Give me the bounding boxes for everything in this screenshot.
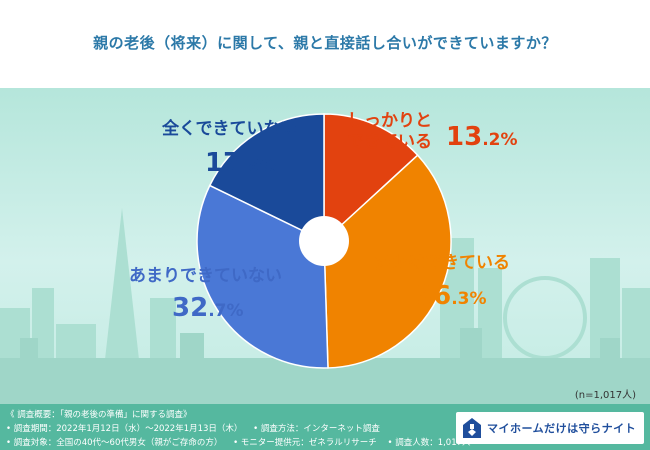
survey-summary-line-3: • 調査対象：全国の40代〜60代男女（親がご存命の方） • モニター提供元：ゼ… bbox=[6, 436, 479, 448]
sample-size-note: (n=1,017人) bbox=[574, 390, 636, 401]
chart-title: 親の老後（将来）に関して、親と直接話し合いができていますか？ bbox=[93, 34, 557, 52]
survey-title: 《 調査概要：「親の老後の準備」に関する調査》 bbox=[6, 410, 192, 420]
slice-label-line: しっかりと bbox=[347, 111, 432, 131]
survey-method: • 調査方法：インターネット調査 bbox=[253, 424, 380, 434]
city-skyline-illustration bbox=[0, 208, 650, 404]
slice-label-line: 全くできていない bbox=[161, 118, 298, 139]
pie-slice bbox=[208, 113, 325, 243]
header-bar: 親の老後（将来）に関して、親と直接話し合いができていますか？ bbox=[0, 0, 650, 88]
pie-slice bbox=[323, 154, 452, 369]
survey-period: • 調査期間：2022年1月12日（水）〜2022年1月13日（木） bbox=[6, 424, 243, 434]
slice-value-label: 17.8% bbox=[205, 148, 277, 178]
pie-slice bbox=[196, 184, 329, 369]
slice-value-label: 36.3% bbox=[415, 281, 487, 311]
pie-slice bbox=[323, 113, 419, 243]
house-shield-icon bbox=[463, 418, 481, 438]
brand-logo-text: マイホームだけは守らナイト bbox=[487, 422, 637, 435]
slice-value-label: 13.2% bbox=[446, 122, 518, 152]
survey-provider: • モニター提供元：ゼネラルリサーチ bbox=[233, 438, 377, 448]
survey-count: • 調査人数：1,017人 bbox=[387, 438, 471, 448]
survey-target: • 調査対象：全国の40代〜60代男女（親がご存命の方） bbox=[6, 438, 223, 448]
slice-label-line: あまりできていない bbox=[129, 266, 282, 286]
slice-value-label: 32.7% bbox=[172, 293, 244, 323]
slice-label-line: できている bbox=[347, 132, 432, 152]
brand-logo: マイホームだけは守らナイト bbox=[456, 412, 644, 444]
survey-summary-line-2: • 調査期間：2022年1月12日（水）〜2022年1月13日（木） • 調査方… bbox=[6, 422, 388, 434]
survey-summary-line-1: 《 調査概要：「親の老後の準備」に関する調査》 bbox=[6, 408, 199, 420]
slice-label-line: 多少はできている bbox=[374, 252, 510, 273]
pie-center-hole bbox=[299, 216, 349, 266]
survey-summary-footer: 《 調査概要：「親の老後の準備」に関する調査》 • 調査期間：2022年1月12… bbox=[0, 404, 650, 450]
